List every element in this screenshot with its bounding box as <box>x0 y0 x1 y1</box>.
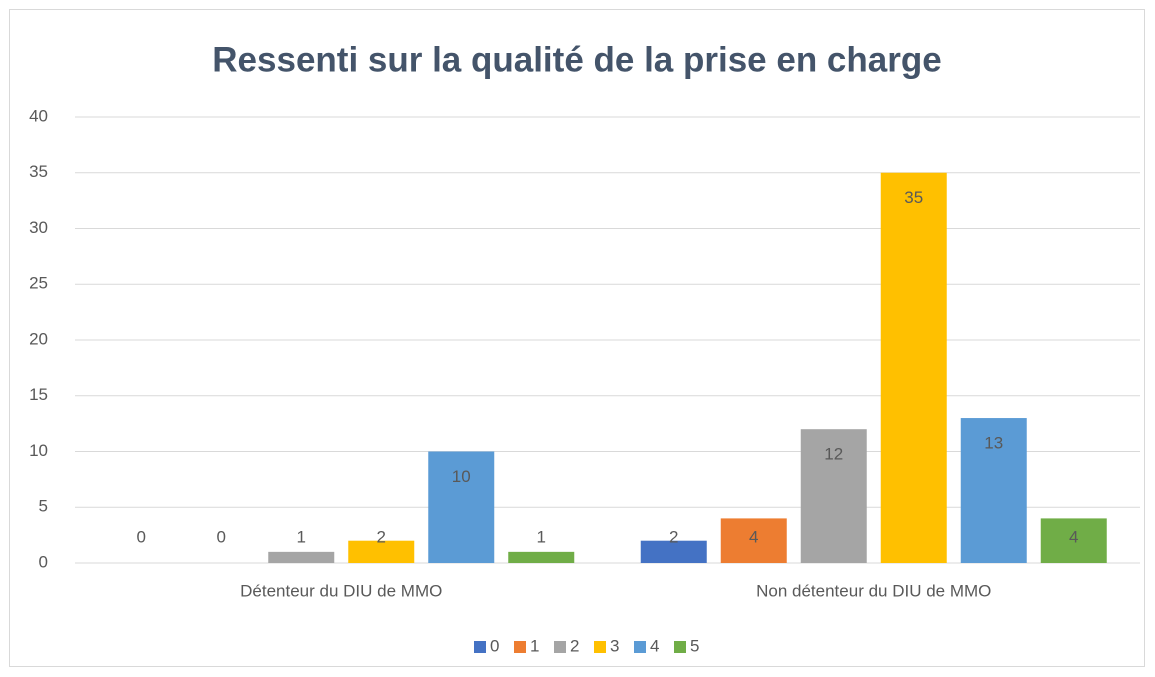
legend-label: 3 <box>610 636 619 655</box>
bar <box>1040 518 1107 563</box>
bar <box>428 451 495 563</box>
y-tick-label: 35 <box>29 162 48 181</box>
data-label: 35 <box>904 188 923 207</box>
y-tick-label: 15 <box>29 385 48 404</box>
data-label: 1 <box>297 527 306 546</box>
legend-label: 2 <box>570 636 579 655</box>
x-tick-label: Détenteur du DIU de MMO <box>240 581 442 600</box>
legend-label: 5 <box>690 636 699 655</box>
data-label: 12 <box>824 445 843 464</box>
legend-swatch <box>674 641 686 653</box>
bar <box>720 518 787 563</box>
chart-border <box>9 9 1145 667</box>
y-tick-label: 40 <box>29 106 48 125</box>
data-label: 1 <box>537 527 546 546</box>
legend-swatch <box>474 641 486 653</box>
y-tick-label: 5 <box>39 497 48 516</box>
legend-swatch <box>514 641 526 653</box>
legend-swatch <box>634 641 646 653</box>
y-tick-label: 0 <box>39 552 48 571</box>
y-tick-label: 25 <box>29 274 48 293</box>
data-label: 10 <box>452 467 471 486</box>
legend-swatch <box>594 641 606 653</box>
legend-label: 4 <box>650 636 659 655</box>
chart-title: Ressenti sur la qualité de la prise en c… <box>212 40 941 79</box>
bar <box>640 540 707 563</box>
y-tick-label: 30 <box>29 218 48 237</box>
data-label: 4 <box>1069 527 1078 546</box>
data-label: 2 <box>669 527 678 546</box>
data-label: 4 <box>749 527 758 546</box>
legend-label: 0 <box>490 636 499 655</box>
data-label: 0 <box>137 527 146 546</box>
bar <box>800 429 867 563</box>
legend-label: 1 <box>530 636 539 655</box>
bar <box>268 551 335 563</box>
y-tick-label: 20 <box>29 329 48 348</box>
bar <box>508 551 575 563</box>
bar <box>960 418 1027 563</box>
bar <box>348 540 415 563</box>
bar <box>880 172 947 563</box>
legend-swatch <box>554 641 566 653</box>
y-tick-label: 10 <box>29 441 48 460</box>
data-label: 13 <box>984 434 1003 453</box>
x-tick-label: Non détenteur du DIU de MMO <box>756 581 991 600</box>
data-label: 0 <box>217 527 226 546</box>
data-label: 2 <box>377 527 386 546</box>
